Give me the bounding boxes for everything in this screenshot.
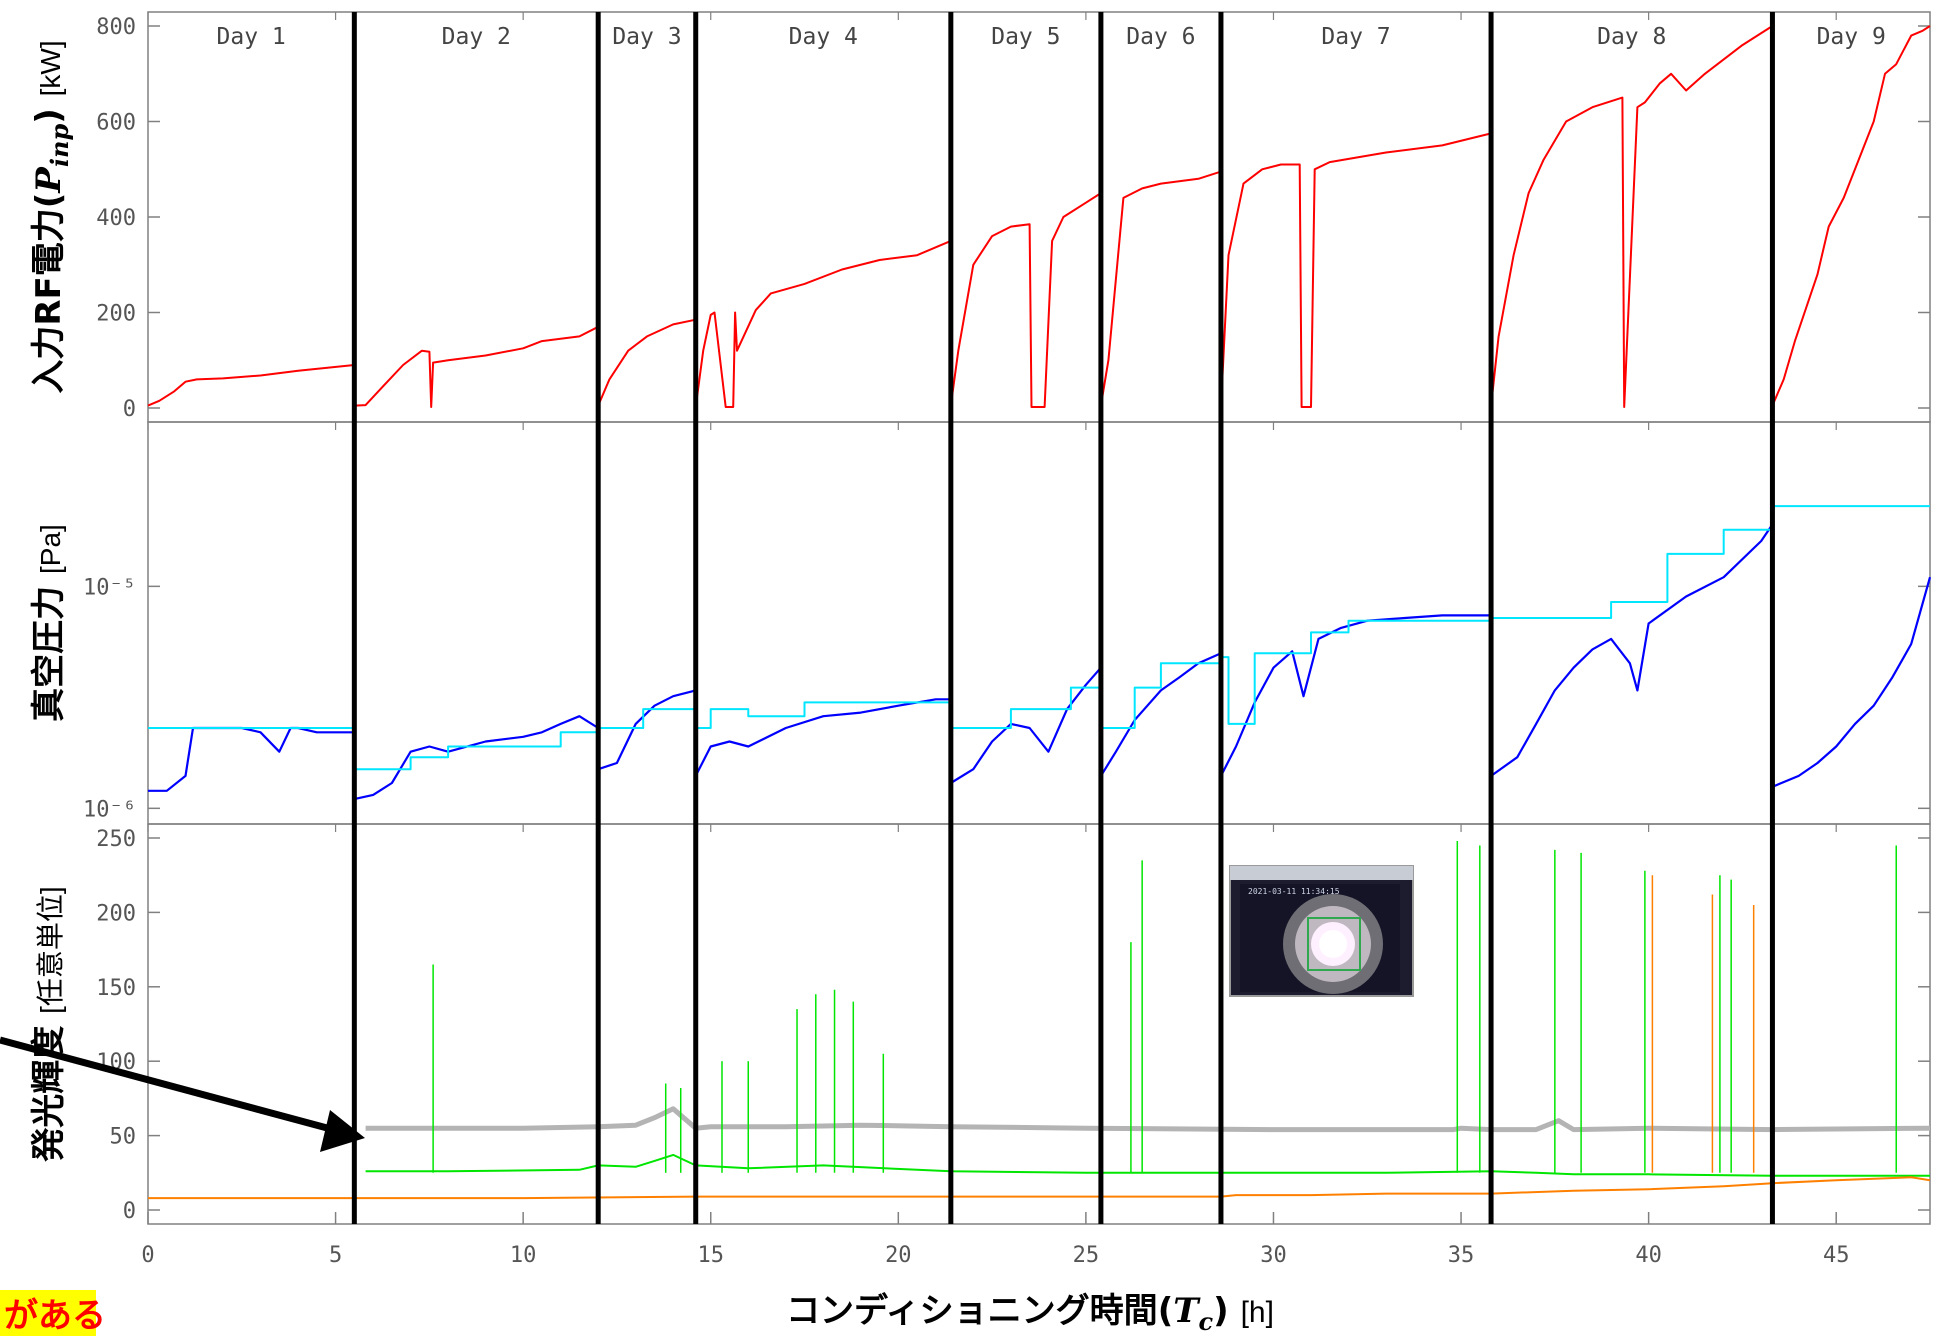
day-label: Day 3	[612, 24, 681, 50]
day-label: Day 7	[1321, 24, 1390, 50]
highlight-annotation: がある	[0, 1290, 106, 1336]
x-tick-label: 45	[1823, 1243, 1850, 1268]
y-tick-label: 600	[96, 111, 136, 136]
svg-text:入力RF電力(Pinp) [kW]: 入力RF電力(Pinp) [kW]	[29, 40, 74, 393]
inset-timestamp: 2021-03-11 11:34:15	[1248, 887, 1340, 896]
ylabel-brightness: 発光輝度 [任意単位]	[29, 886, 69, 1161]
day-label: Day 1	[217, 24, 286, 50]
y-tick-label: 250	[96, 827, 136, 852]
svg-text:発光輝度 [任意単位]: 発光輝度 [任意単位]	[29, 886, 69, 1161]
day-label: Day 6	[1126, 24, 1195, 50]
ylabel-pressure: 真空圧力 [Pa]	[29, 524, 69, 722]
x-tick-label: 5	[329, 1243, 342, 1268]
y-tick-label: 150	[96, 976, 136, 1001]
x-tick-label: 10	[510, 1243, 537, 1268]
tick-marks	[147, 12, 1930, 1224]
y-tick-label: 50	[110, 1125, 137, 1150]
day-label: Day 2	[442, 24, 511, 50]
day-separators	[351, 12, 1775, 1224]
day-label: Day 5	[991, 24, 1060, 50]
series-line-input-power-0	[147, 25, 1931, 408]
series-line-emission-brightness-2	[148, 1176, 1931, 1200]
ylabel-power: 入力RF電力(Pinp) [kW]	[29, 40, 74, 393]
x-tick-label: 40	[1635, 1243, 1662, 1268]
x-tick-label: 25	[1073, 1243, 1100, 1268]
y-tick-label: 800	[96, 15, 136, 40]
series-line-emission-brightness-0	[365, 1106, 1931, 1133]
y-tick-label: 0	[123, 397, 136, 422]
y-tick-label: 10⁻⁶	[83, 797, 136, 822]
svg-text:がある: がある	[4, 1296, 106, 1336]
panel-brightness-frame	[147, 823, 1931, 1225]
x-tick-label: 35	[1448, 1243, 1475, 1268]
x-tick-label: 0	[141, 1243, 154, 1268]
x-tick-label: 30	[1260, 1243, 1287, 1268]
y-tick-label: 200	[96, 901, 136, 926]
y-tick-label: 10⁻⁵	[83, 575, 136, 600]
series-line-vacuum-pressure-0	[148, 523, 1932, 801]
day-label: Day 4	[789, 24, 858, 50]
y-tick-label: 400	[96, 206, 136, 231]
y-tick-label: 0	[123, 1199, 136, 1224]
x-tick-label: 15	[697, 1243, 724, 1268]
x-tick-label: 20	[885, 1243, 912, 1268]
xlabel: コンディショニング時間(Tc) [h]	[786, 1291, 1274, 1336]
tick-labels: 0 5 10 15 20 25 30 35 40 45 0 200 400 600 800 10⁻⁶ 10⁻⁵ 0…	[83, 15, 1886, 1268]
day-label: Day 8	[1597, 24, 1666, 50]
series-line-vacuum-pressure-1	[148, 505, 1930, 771]
y-tick-label: 200	[96, 302, 136, 327]
day-label: Day 9	[1817, 24, 1886, 50]
inset-camera-image: 2021-03-11 11:34:15	[1229, 865, 1414, 997]
arrow	[0, 1036, 365, 1152]
svg-text:真空圧力 [Pa]: 真空圧力 [Pa]	[29, 524, 69, 722]
